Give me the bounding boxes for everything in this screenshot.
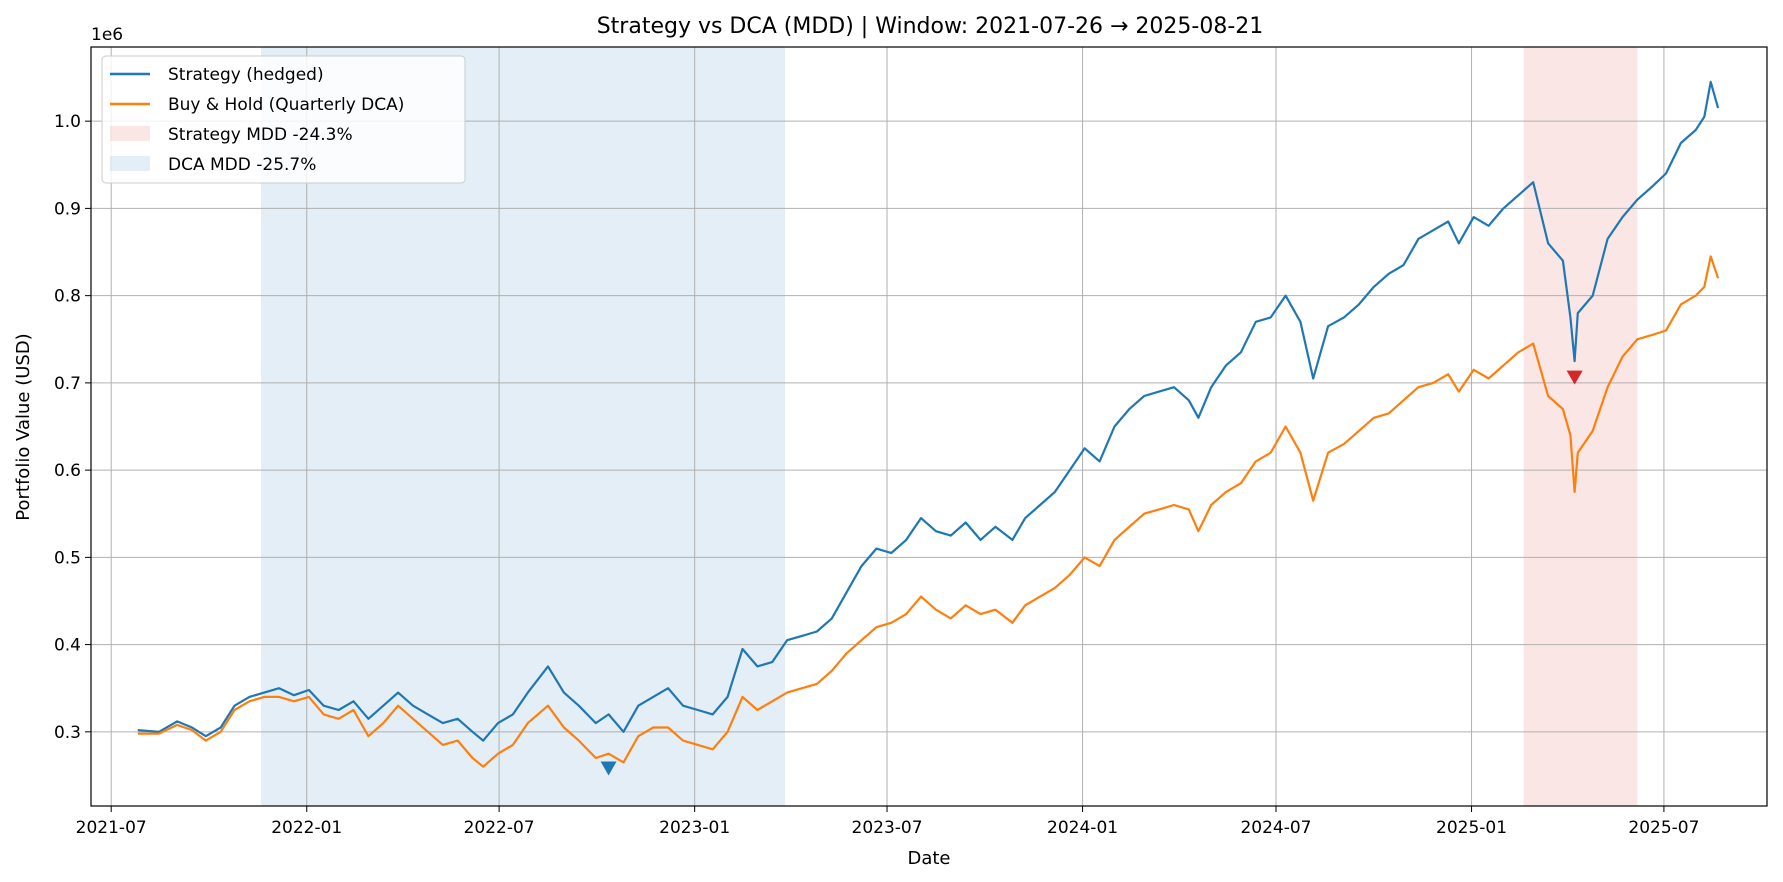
y-tick-label: 1.0: [54, 112, 81, 132]
y-axis-label: Portfolio Value (USD): [13, 333, 34, 520]
series-line-strategy-hedged: [137, 80, 1720, 742]
x-tick-label: 2024-07: [1240, 818, 1311, 838]
legend-label-strategy-mdd: Strategy MDD -24.3%: [168, 125, 353, 145]
series-line-buy-hold-quarterly-dca: [137, 255, 1720, 768]
legend-box: [101, 55, 466, 184]
legend-label-strategy: Strategy (hedged): [168, 65, 324, 85]
y-offset-text: 1e6: [91, 25, 123, 45]
mdd-trough-marker-strategy-hedged: [1566, 370, 1583, 385]
y-tick-label: 0.6: [54, 461, 81, 481]
y-axis-ticks: 0.3 0.4 0.5 0.6 0.7 0.8 0.9 1.0: [54, 112, 91, 743]
x-tick-label: 2024-01: [1047, 818, 1118, 838]
x-axis-label: Date: [907, 848, 950, 869]
x-tick-label: 2023-01: [659, 818, 730, 838]
y-tick-label: 0.5: [54, 548, 81, 568]
legend-swatch-strategy-mdd: [110, 126, 150, 141]
y-tick-label: 0.3: [54, 723, 81, 743]
y-tick-label: 0.9: [54, 199, 81, 219]
series-lines: [137, 80, 1720, 768]
y-tick-label: 0.7: [54, 374, 81, 394]
y-tick-label: 0.8: [54, 287, 81, 307]
x-tick-label: 2021-07: [76, 818, 147, 838]
x-tick-label: 2025-01: [1436, 818, 1507, 838]
x-axis-ticks: 2021-07 2022-01 2022-07 2023-01 2023-07 2024-…: [76, 806, 1699, 838]
x-tick-label: 2023-07: [852, 818, 923, 838]
x-tick-label: 2025-07: [1628, 818, 1699, 838]
x-tick-label: 2022-07: [464, 818, 535, 838]
mdd-trough-marker-buy-hold-quarterly-dca: [600, 761, 617, 776]
chart-title: Strategy vs DCA (MDD) | Window: 2021-07-…: [597, 14, 1264, 39]
x-tick-label: 2022-01: [271, 818, 342, 838]
legend-label-dca-mdd: DCA MDD -25.7%: [168, 155, 316, 175]
legend-label-dca: Buy & Hold (Quarterly DCA): [168, 95, 404, 115]
mdd-region-strategy-mdd-24-3: [1523, 47, 1638, 806]
y-tick-label: 0.4: [54, 636, 81, 656]
legend: Strategy (hedged) Buy & Hold (Quarterly …: [101, 55, 466, 184]
plot-frame: [90, 46, 1768, 807]
legend-swatch-dca-mdd: [110, 156, 150, 171]
mdd-markers: [600, 370, 1583, 776]
